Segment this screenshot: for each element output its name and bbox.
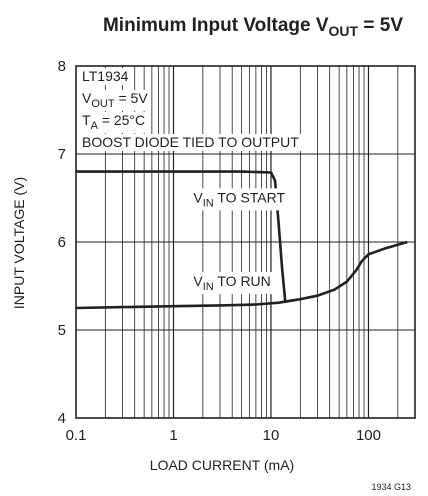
x-tick-label: 0.1 — [66, 427, 87, 444]
x-tick-label: 100 — [356, 427, 381, 444]
grid-lines — [76, 66, 415, 418]
x-tick-label: 10 — [263, 427, 280, 444]
series-line — [76, 170, 287, 302]
series-label: VIN TO START — [193, 189, 285, 209]
condition-line: LT1934 — [82, 68, 129, 84]
y-tick-label: 5 — [58, 322, 66, 339]
condition-line: VOUT = 5V — [82, 90, 148, 110]
conditions-background — [80, 68, 302, 151]
y-tick-label: 8 — [58, 58, 66, 75]
series-line — [75, 240, 408, 310]
x-axis-label: LOAD CURRENT (mA) — [150, 457, 294, 473]
condition-line: TA = 25°C — [82, 112, 145, 132]
plot-frame — [75, 65, 416, 419]
figure-code: 1934 G13 — [371, 482, 411, 492]
y-tick-label: 7 — [58, 146, 66, 163]
x-tick-label: 1 — [169, 427, 177, 444]
chart-title: Minimum Input Voltage VOUT = 5V — [103, 15, 403, 39]
series-layer — [75, 170, 408, 310]
y-axis-label: INPUT VOLTAGE (V) — [11, 177, 27, 309]
y-axis-ticks: 4 5 6 7 8 — [58, 58, 66, 427]
series-label: VIN TO RUN — [193, 273, 270, 293]
y-tick-label: 6 — [58, 234, 66, 251]
series-labels: VIN TO START VIN TO RUN — [190, 188, 289, 294]
x-axis-ticks: 0.1 1 10 100 — [66, 427, 381, 444]
y-tick-label: 4 — [58, 410, 66, 427]
condition-line: BOOST DIODE TIED TO OUTPUT — [82, 134, 299, 150]
